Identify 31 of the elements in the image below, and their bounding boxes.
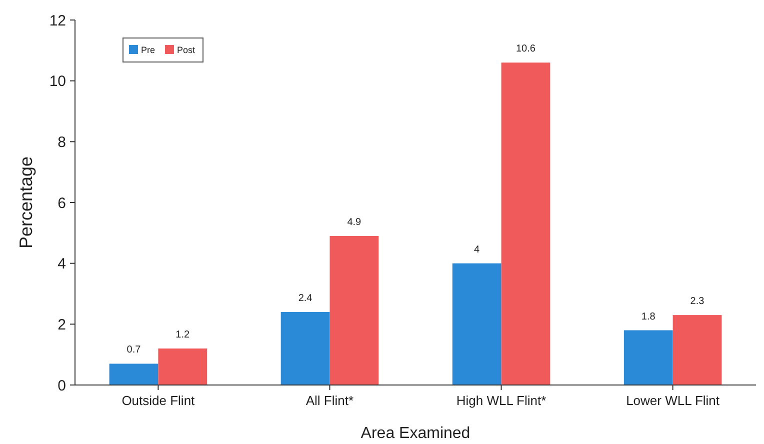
x-tick-label: High WLL Flint* — [456, 393, 546, 408]
bar — [624, 330, 673, 385]
data-label: 2.4 — [298, 293, 313, 304]
bar — [672, 315, 722, 385]
y-tick-label: 10 — [49, 73, 66, 90]
x-tick-label: Lower WLL Flint — [626, 393, 720, 408]
data-label: 2.3 — [690, 296, 705, 308]
legend-label: Post — [177, 45, 196, 55]
y-tick-label: 2 — [58, 316, 66, 334]
y-tick-label: 4 — [58, 256, 66, 273]
data-label: 10.6 — [516, 44, 536, 55]
x-tick-label: Outside Flint — [122, 393, 196, 408]
data-label: 0.7 — [126, 344, 142, 356]
legend-label: Pre — [141, 45, 156, 55]
y-tick-label: 8 — [58, 134, 66, 151]
bar — [158, 348, 208, 385]
bar — [280, 312, 330, 385]
x-tick-label: All Flint* — [306, 393, 354, 408]
bar — [109, 364, 158, 385]
y-tick-label: 0 — [58, 377, 66, 394]
bar — [452, 263, 502, 385]
data-label: 1.2 — [176, 330, 190, 340]
bar — [330, 236, 379, 385]
y-tick-label: 6 — [58, 194, 66, 212]
bar — [501, 62, 550, 385]
y-axis-title: Percentage — [16, 156, 36, 249]
data-label: 1.8 — [641, 311, 656, 322]
data-label: 4 — [474, 244, 480, 256]
x-axis-title: Area Examined — [360, 425, 470, 442]
data-label: 4.9 — [347, 216, 362, 228]
y-tick-label: 12 — [49, 12, 66, 30]
